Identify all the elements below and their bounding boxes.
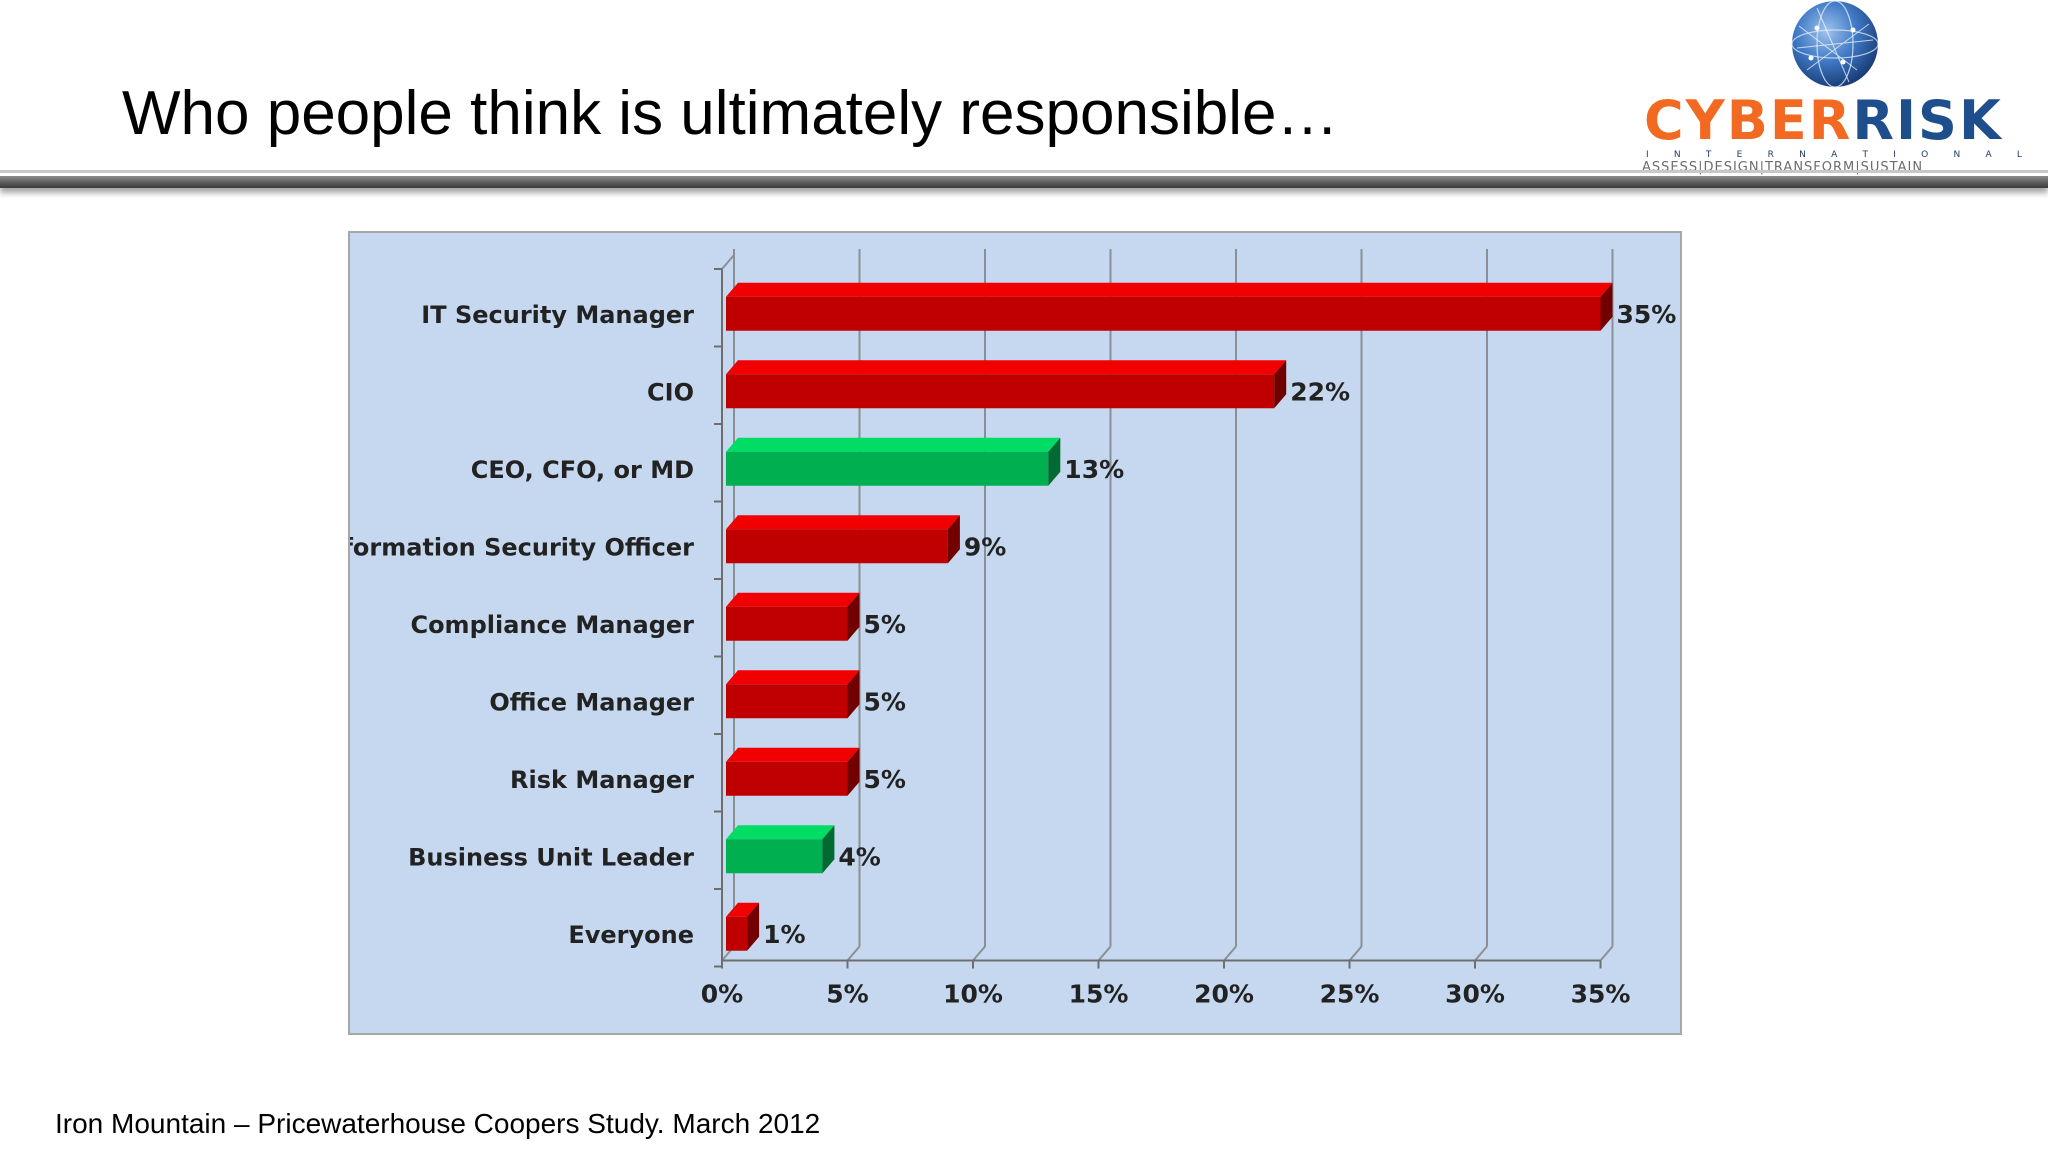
- bar: [726, 606, 848, 641]
- category-label: IT Security Manager: [421, 301, 694, 329]
- gridline-floor: [1097, 945, 1112, 962]
- logo-international-letter: I: [1646, 150, 1649, 160]
- gridline-floor: [972, 945, 986, 962]
- x-tick-label: 5%: [826, 980, 868, 1009]
- bar: [726, 296, 1601, 331]
- bar-top: [726, 592, 860, 607]
- data-label: 4%: [838, 842, 880, 871]
- bar-side: [1274, 360, 1287, 409]
- globe-icon: [1791, 0, 1879, 88]
- bar: [726, 761, 848, 796]
- bar-top: [726, 515, 960, 530]
- bar-side: [847, 670, 860, 719]
- category-label: CIO: [647, 378, 694, 406]
- x-tick-label: 20%: [1194, 980, 1254, 1009]
- x-tick-label: 15%: [1069, 980, 1129, 1009]
- bar-top: [726, 282, 1613, 297]
- source-note: Iron Mountain – Pricewaterhouse Coopers …: [55, 1108, 821, 1139]
- header-rule: [0, 176, 2048, 188]
- x-tick-label: 0%: [701, 980, 743, 1009]
- bar: [726, 374, 1275, 409]
- bar-top: [726, 360, 1287, 375]
- slide-title: Who people think is ultimately responsib…: [122, 79, 1339, 148]
- logo-international-letter: L: [2016, 150, 2022, 160]
- bar-side: [747, 902, 760, 951]
- data-label: 9%: [964, 532, 1006, 561]
- bar: [726, 684, 848, 719]
- data-label: 5%: [864, 610, 906, 639]
- logo-international-letter: T: [1705, 150, 1712, 160]
- bar-side: [822, 825, 835, 874]
- bar-side: [1600, 282, 1613, 331]
- bar-side: [1048, 437, 1061, 486]
- logo-international-letter: I: [1893, 150, 1896, 160]
- category-label: Risk Manager: [510, 766, 694, 794]
- logo-international-letter: A: [1831, 150, 1838, 160]
- bar-top: [726, 902, 760, 917]
- category-label: Information Security Officer: [350, 533, 694, 561]
- gridline-floor: [1348, 945, 1363, 962]
- logo-risk-text: RISK: [1852, 89, 2003, 152]
- gridline-floor: [846, 945, 861, 962]
- category-label: CEO, CFO, or MD: [471, 456, 694, 484]
- category-label: Everyone: [568, 921, 694, 949]
- bar-chart: 0% 5% 10% 15% 20% 25% 30% 35% IT Security Manage…: [350, 249, 1677, 1009]
- gridline-floor: [1223, 945, 1237, 962]
- x-tick-label: 30%: [1445, 980, 1505, 1009]
- logo-international-letter: T: [1862, 150, 1869, 160]
- logo-international-letter: N: [1799, 150, 1806, 160]
- gridline-floor: [1474, 945, 1488, 962]
- logo-international-letter: E: [1736, 150, 1743, 160]
- data-label: 1%: [763, 920, 805, 949]
- chart-frame: 0% 5% 10% 15% 20% 25% 30% 35% IT Security Manage…: [348, 231, 1682, 1035]
- data-label: 13%: [1064, 455, 1124, 484]
- logo-international-letter: O: [1921, 150, 1929, 160]
- category-label: Compliance Manager: [410, 611, 694, 639]
- bar-top: [726, 437, 1061, 452]
- bar-top: [726, 825, 835, 840]
- bar: [726, 451, 1049, 486]
- logo-international-letter: N: [1953, 150, 1961, 160]
- bar-side: [847, 747, 860, 796]
- logo-international-letter: R: [1767, 150, 1774, 160]
- x-tick-label: 35%: [1571, 980, 1631, 1009]
- bar-top: [726, 670, 860, 685]
- bar: [726, 529, 948, 564]
- logo-international-letter: A: [1985, 150, 1992, 160]
- x-tick-label: 10%: [943, 980, 1003, 1009]
- bar-side: [947, 515, 960, 564]
- logo-cyber-text: CYBER: [1644, 89, 1853, 152]
- data-label: 22%: [1290, 377, 1350, 406]
- data-label: 35%: [1617, 300, 1677, 329]
- header-rule-thin: [0, 170, 2048, 173]
- category-label: Office Manager: [489, 688, 694, 716]
- bar: [726, 839, 823, 874]
- logo-wordmark: CYBERRISK: [1644, 94, 2003, 148]
- data-label: 5%: [864, 687, 906, 716]
- data-label: 5%: [864, 765, 906, 794]
- logo-international-letter: N: [1673, 150, 1681, 160]
- gridline-floor: [1599, 945, 1614, 962]
- bar-side: [847, 592, 860, 641]
- bar: [726, 916, 748, 951]
- bar-top: [726, 747, 860, 762]
- category-label: Business Unit Leader: [408, 843, 694, 871]
- x-tick-label: 25%: [1320, 980, 1380, 1009]
- y-axis-top: [721, 254, 735, 270]
